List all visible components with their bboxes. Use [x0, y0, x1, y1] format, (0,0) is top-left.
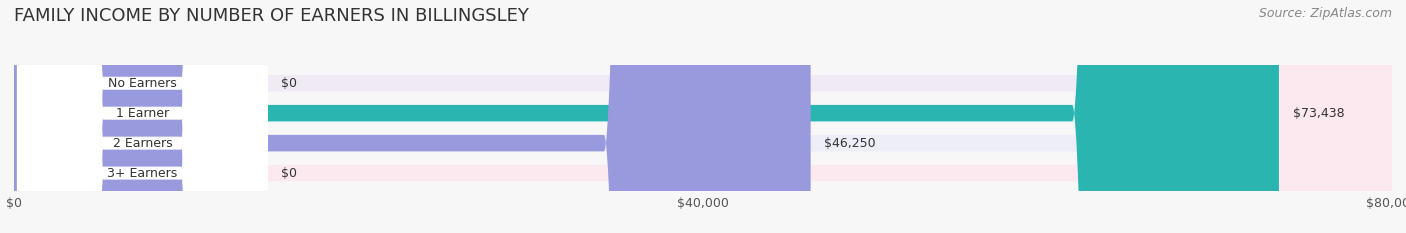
FancyBboxPatch shape [17, 0, 267, 233]
Text: $73,438: $73,438 [1292, 107, 1344, 120]
FancyBboxPatch shape [17, 0, 267, 233]
Text: $0: $0 [281, 167, 297, 180]
FancyBboxPatch shape [14, 0, 1279, 233]
FancyBboxPatch shape [14, 0, 1392, 233]
Text: 3+ Earners: 3+ Earners [107, 167, 177, 180]
FancyBboxPatch shape [14, 0, 1392, 233]
Text: No Earners: No Earners [108, 77, 177, 90]
Text: FAMILY INCOME BY NUMBER OF EARNERS IN BILLINGSLEY: FAMILY INCOME BY NUMBER OF EARNERS IN BI… [14, 7, 529, 25]
FancyBboxPatch shape [14, 0, 1392, 233]
Text: 2 Earners: 2 Earners [112, 137, 172, 150]
Text: Source: ZipAtlas.com: Source: ZipAtlas.com [1258, 7, 1392, 20]
FancyBboxPatch shape [14, 0, 1392, 233]
Text: $0: $0 [281, 77, 297, 90]
Text: $46,250: $46,250 [824, 137, 876, 150]
FancyBboxPatch shape [17, 0, 267, 233]
FancyBboxPatch shape [17, 0, 267, 233]
Text: 1 Earner: 1 Earner [115, 107, 169, 120]
FancyBboxPatch shape [14, 0, 811, 233]
